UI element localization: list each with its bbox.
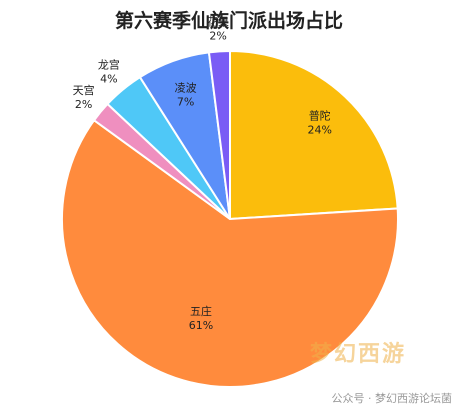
slice-percent-4: 4% [100,73,117,86]
slice-percent-1: 24% [307,123,331,136]
slice-label-3: 天宫 [73,83,95,97]
pie-slice-2 [61,118,399,388]
slice-percent-6: 2% [209,29,226,42]
slice-label-1: 普陀 [309,108,331,122]
slice-percent-2: 61% [189,319,213,332]
chart-title: 第六赛季仙族门派出场占比 [114,10,343,32]
pie-slice-1 [229,49,399,221]
watermark-logo: 梦幻西游 [310,342,407,367]
slice-label-5: 凌波 [175,81,197,95]
slice-label-2: 五庄 [190,304,212,318]
pie-slice-6 [207,49,231,220]
watermark-account: 公众号 · 梦幻西游论坛菌 [331,392,453,405]
slice-label-6: 花果 [207,15,229,28]
slice-percent-3: 2% [75,98,92,111]
slice-label-4: 龙宫 [98,58,120,72]
slice-percent-5: 7% [177,96,194,109]
